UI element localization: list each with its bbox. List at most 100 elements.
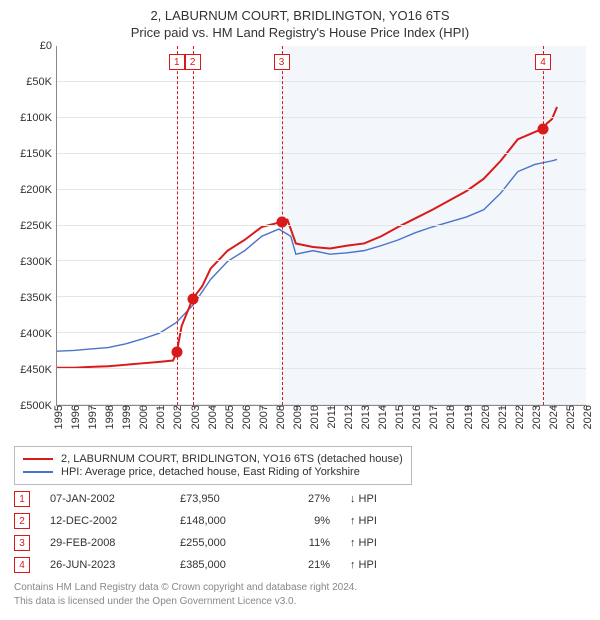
transaction-direction: ↓ HPI [350,493,377,505]
y-tick-label: £300K [20,256,52,268]
page-title: 2, LABURNUM COURT, BRIDLINGTON, YO16 6TS [14,8,586,23]
transaction-row-badge: 2 [14,513,30,529]
transaction-row-badge: 4 [14,557,30,573]
transaction-number-badge: 4 [535,54,551,70]
x-tick-label: 2007 [258,405,270,429]
legend-box: 2, LABURNUM COURT, BRIDLINGTON, YO16 6TS… [14,446,412,485]
x-tick-label: 2001 [155,405,167,429]
x-tick-label: 2018 [445,405,457,429]
transaction-guide-line [543,46,544,405]
x-tick-label: 1999 [121,405,133,429]
x-tick-label: 2002 [172,405,184,429]
transaction-marker [537,123,548,134]
transaction-row: 4 26-JUN-2023 £385,000 21% ↑ HPI [14,557,586,573]
transaction-price: £255,000 [180,537,270,549]
y-tick-label: £0 [40,40,52,52]
transaction-row-badge: 1 [14,491,30,507]
y-tick-label: £400K [20,328,52,340]
footer-line-1: Contains HM Land Registry data © Crown c… [14,581,586,595]
x-tick-label: 2010 [309,405,321,429]
transactions-table: 1 07-JAN-2002 £73,950 27% ↓ HPI 2 12-DEC-2002 £… [14,491,586,573]
transaction-pct: 21% [290,559,330,571]
gridline-h [57,260,586,261]
x-tick-label: 2008 [275,405,287,429]
x-tick-label: 1997 [87,405,99,429]
transaction-pct: 9% [290,515,330,527]
gridline-h [57,296,586,297]
plot-area: 1995199619971998199920002001200220032004… [56,46,586,406]
y-tick-label: £500K [20,400,52,412]
x-tick-label: 2011 [326,405,338,429]
transaction-marker [276,216,287,227]
y-tick-label: £450K [20,364,52,376]
transaction-date: 29-FEB-2008 [50,537,160,549]
x-tick-label: 2013 [360,405,372,429]
gridline-h [57,81,586,82]
x-tick-label: 1995 [53,405,65,429]
transaction-direction: ↑ HPI [350,515,377,527]
chart-area: £0£50K£100K£150K£200K£250K£300K£350K£400… [14,46,586,406]
transaction-number-badge: 3 [274,54,290,70]
x-tick-label: 2023 [531,405,543,429]
transaction-price: £73,950 [180,493,270,505]
legend-swatch-hpi [23,471,53,473]
transaction-guide-line [193,46,194,405]
gridline-h [57,189,586,190]
x-tick-label: 2017 [428,405,440,429]
footer-attribution: Contains HM Land Registry data © Crown c… [14,581,586,608]
transaction-row: 3 29-FEB-2008 £255,000 11% ↑ HPI [14,535,586,551]
legend-row-hpi: HPI: Average price, detached house, East… [23,466,403,478]
transaction-date: 26-JUN-2023 [50,559,160,571]
legend-label-hpi: HPI: Average price, detached house, East… [61,466,360,478]
x-tick-label: 2024 [548,405,560,429]
transaction-direction: ↑ HPI [350,537,377,549]
transaction-pct: 27% [290,493,330,505]
y-tick-label: £150K [20,148,52,160]
x-tick-label: 2006 [241,405,253,429]
x-tick-label: 2019 [463,405,475,429]
transaction-date: 07-JAN-2002 [50,493,160,505]
legend-swatch-price [23,458,53,460]
page-subtitle: Price paid vs. HM Land Registry's House … [14,25,586,40]
transaction-number-badge: 2 [185,54,201,70]
x-tick-label: 2015 [394,405,406,429]
gridline-h [57,225,586,226]
y-tick-label: £50K [26,76,52,88]
x-tick-label: 2009 [292,405,304,429]
x-tick-label: 2026 [582,405,594,429]
x-tick-label: 2005 [224,405,236,429]
transaction-row: 2 12-DEC-2002 £148,000 9% ↑ HPI [14,513,586,529]
x-tick-label: 2014 [377,405,389,429]
transaction-price: £385,000 [180,559,270,571]
legend-label-price: 2, LABURNUM COURT, BRIDLINGTON, YO16 6TS… [61,453,403,465]
x-tick-label: 2012 [343,405,355,429]
y-tick-label: £100K [20,112,52,124]
x-tick-label: 2022 [514,405,526,429]
line-price-paid [57,107,557,368]
footer-line-2: This data is licensed under the Open Gov… [14,595,586,609]
x-tick-label: 1998 [104,405,116,429]
x-tick-label: 2025 [565,405,577,429]
transaction-price: £148,000 [180,515,270,527]
gridline-h [57,368,586,369]
transaction-row: 1 07-JAN-2002 £73,950 27% ↓ HPI [14,491,586,507]
transaction-number-badge: 1 [169,54,185,70]
gridline-h [57,332,586,333]
y-tick-label: £250K [20,220,52,232]
x-tick-label: 2016 [411,405,423,429]
x-tick-label: 1996 [70,405,82,429]
x-tick-label: 2003 [190,405,202,429]
y-tick-label: £200K [20,184,52,196]
transaction-date: 12-DEC-2002 [50,515,160,527]
y-axis: £0£50K£100K£150K£200K£250K£300K£350K£400… [14,46,56,406]
legend-row-price: 2, LABURNUM COURT, BRIDLINGTON, YO16 6TS… [23,453,403,465]
transaction-pct: 11% [290,537,330,549]
x-tick-label: 2021 [497,405,509,429]
transaction-marker [171,346,182,357]
transaction-direction: ↑ HPI [350,559,377,571]
transaction-row-badge: 3 [14,535,30,551]
x-tick-label: 2004 [207,405,219,429]
gridline-h [57,153,586,154]
x-tick-label: 2000 [138,405,150,429]
gridline-h [57,117,586,118]
